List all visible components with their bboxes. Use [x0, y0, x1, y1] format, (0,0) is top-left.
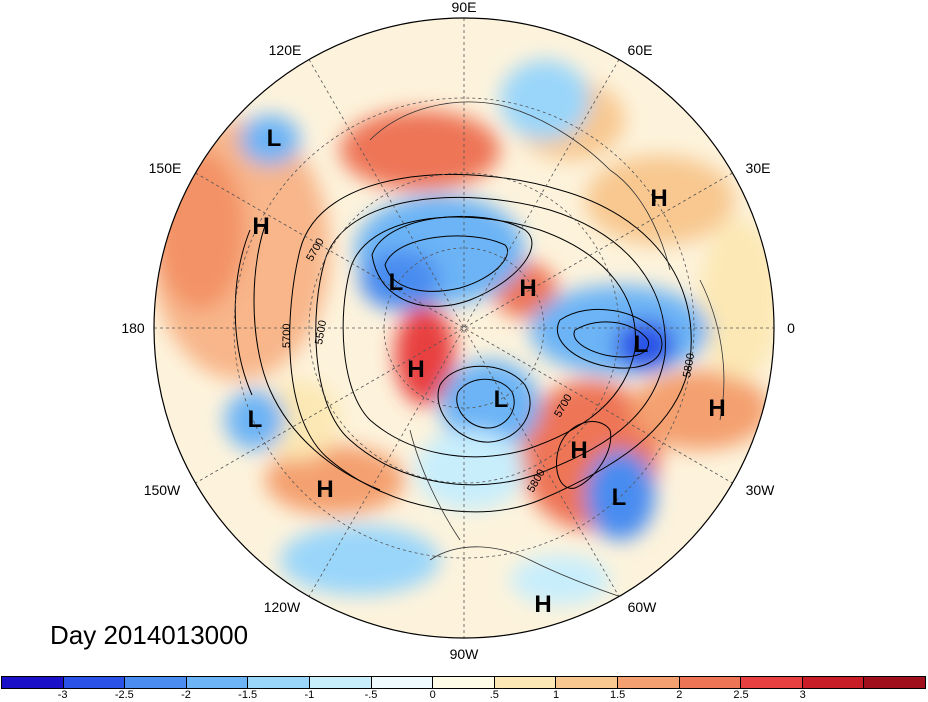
colorbar-tick-label: -1.5: [238, 689, 258, 701]
contour-label: 5500: [313, 319, 329, 345]
low-center: L: [248, 406, 263, 433]
colorbar-tick-label: 0: [429, 689, 436, 701]
colorbar-segment: [864, 677, 925, 688]
label-0: 0: [787, 320, 795, 336]
label-120e: 120E: [269, 42, 302, 58]
colorbar-tick-label: 1.5: [610, 689, 626, 701]
colorbar: [1, 676, 926, 689]
colorbar-segment: [802, 677, 865, 688]
colorbar-tick-label: 1: [552, 689, 560, 701]
label-150e: 150E: [149, 160, 182, 176]
label-150w: 150W: [144, 482, 181, 498]
pressure-centers: L H L H H L H L L H H H L H: [248, 125, 726, 618]
low-center: L: [634, 331, 649, 358]
colorbar-segment: [679, 677, 742, 688]
label-90w: 90W: [450, 646, 480, 662]
label-90e: 90E: [452, 0, 477, 15]
high-center: H: [316, 476, 333, 503]
low-center: L: [267, 125, 282, 152]
label-30e: 30E: [746, 160, 771, 176]
colorbar-tick-label: 2.5: [733, 689, 749, 701]
label-60w: 60W: [628, 599, 658, 615]
high-center: H: [407, 356, 424, 383]
low-center: L: [389, 269, 404, 296]
coastlines: [369, 101, 725, 601]
colorbar-segment: [186, 677, 249, 688]
high-center: H: [534, 591, 551, 618]
colorbar-tick-label: -2: [181, 689, 191, 701]
polar-map: 90E 120E 60E 150E 30E 180 0 150W 30W 120…: [121, 0, 795, 662]
colorbar-segment: [371, 677, 434, 688]
contour-label: 5800: [681, 352, 697, 378]
colorbar-segment: [248, 677, 310, 688]
low-center: L: [494, 386, 509, 413]
colorbar-tick-label: -2.5: [114, 689, 134, 701]
label-60e: 60E: [628, 42, 653, 58]
graticule: [154, 18, 774, 638]
date-title: Day 2014013000: [50, 620, 249, 650]
colorbar-segment: [494, 677, 557, 688]
colorbar-segment: [125, 677, 187, 688]
colorbar-segment: [309, 677, 372, 688]
colorbar-segment: [741, 677, 803, 688]
contour-label: 5700: [281, 324, 293, 348]
colorbar-tick-label: 3: [799, 689, 806, 701]
label-30w: 30W: [746, 482, 776, 498]
high-center: H: [252, 213, 269, 240]
high-center: H: [708, 395, 725, 422]
colorbar-tick-label: .5: [489, 689, 499, 701]
colorbar-ticks: -3 -2.5 -2 -1.5 -1 -.5 0 .5 1 1.5 2 2.5 3: [1, 689, 926, 702]
high-center: H: [570, 437, 587, 464]
colorbar-tick-label: -3: [57, 689, 68, 701]
colorbar-segment: [556, 677, 618, 688]
map-boundary: [153, 17, 775, 639]
colorbar-tick-label: -1: [304, 689, 315, 701]
label-120w: 120W: [264, 599, 301, 615]
degree-labels: 90E 120E 60E 150E 30E 180 0 150W 30W 120…: [121, 0, 795, 662]
label-180: 180: [121, 320, 145, 336]
colorbar-segment: [617, 677, 680, 688]
colorbar-segment: [2, 677, 64, 688]
anomaly-shading: [154, 18, 774, 638]
high-center: H: [650, 185, 667, 212]
colorbar-segment: [433, 677, 495, 688]
low-center: L: [612, 484, 627, 511]
colorbar-segment: [63, 677, 126, 688]
colorbar-tick-label: 2: [676, 689, 683, 701]
colorbar-tick-label: -.5: [364, 689, 378, 701]
high-center: H: [519, 275, 536, 302]
